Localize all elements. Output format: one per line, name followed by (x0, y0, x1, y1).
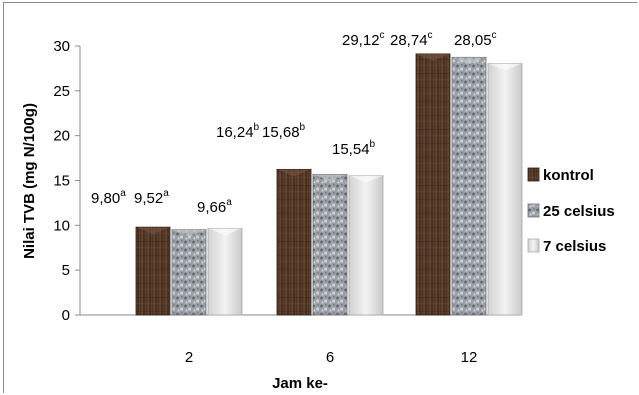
bars (135, 53, 523, 316)
y-axis-title: Nilai TVB (mg N/100g) (21, 103, 38, 259)
legend-swatch-25-celsius (527, 203, 540, 218)
legend-label: 7 celsius (543, 238, 606, 255)
bar-7-celsius-12 (487, 63, 523, 316)
x-tick-label: 6 (326, 349, 334, 366)
y-tick-label: 30 (53, 38, 70, 55)
y-tick-label: 20 (53, 128, 70, 145)
bar-kontrol-12 (415, 53, 451, 316)
legend-swatch-kontrol (527, 167, 540, 182)
bar-bevel (488, 63, 522, 71)
bar-7-celsius-6 (348, 175, 384, 316)
data-label: 29,12c (342, 30, 385, 49)
bar-25-celsius-2 (171, 229, 207, 316)
chart-frame (3, 2, 637, 393)
data-labels: 9,80a 9,52a 9,66a 16,24b 15,68b 15,54b 29,12c 2… (91, 30, 497, 216)
data-label: 15,68b (262, 122, 306, 141)
bar-bevel (136, 227, 170, 235)
y-ticks: 0 5 10 15 20 25 30 (53, 38, 80, 324)
legend-swatch-7-celsius (527, 238, 540, 253)
y-tick-label: 25 (53, 83, 70, 100)
bar-bevel (313, 174, 347, 182)
y-tick-label: 10 (53, 217, 70, 234)
y-tick-label: 0 (62, 307, 70, 324)
bar-25-celsius-12 (451, 56, 487, 316)
data-label: 16,24b (216, 122, 260, 141)
bar-7-celsius-2 (207, 227, 243, 316)
bar-bevel (349, 175, 383, 183)
data-label: 28,05c (454, 30, 497, 49)
data-label: 9,66a (197, 197, 232, 216)
legend: kontrol 25 celsius 7 celsius (527, 167, 615, 255)
bar-bevel (277, 169, 311, 177)
bar-25-celsius-6 (312, 174, 348, 316)
legend-label: kontrol (543, 167, 594, 184)
x-tick-label: 12 (461, 349, 478, 366)
x-axis-title: Jam ke- (272, 375, 328, 392)
bar-bevel (452, 57, 486, 65)
x-tick-label: 2 (185, 349, 193, 366)
y-tick-label: 5 (62, 262, 70, 279)
bar-bevel (208, 228, 242, 236)
data-label: 15,54b (332, 139, 376, 158)
category-labels: 2 6 12 (185, 349, 478, 366)
bar-kontrol-2 (135, 226, 171, 316)
data-label: 28,74c (390, 30, 433, 49)
data-label: 9,52a (134, 188, 169, 207)
bar-kontrol-6 (276, 168, 312, 316)
data-label: 9,80a (91, 188, 126, 207)
bar-bevel (172, 229, 206, 237)
y-tick-label: 15 (53, 173, 70, 190)
bar-bevel (416, 53, 450, 61)
legend-label: 25 celsius (543, 203, 615, 220)
